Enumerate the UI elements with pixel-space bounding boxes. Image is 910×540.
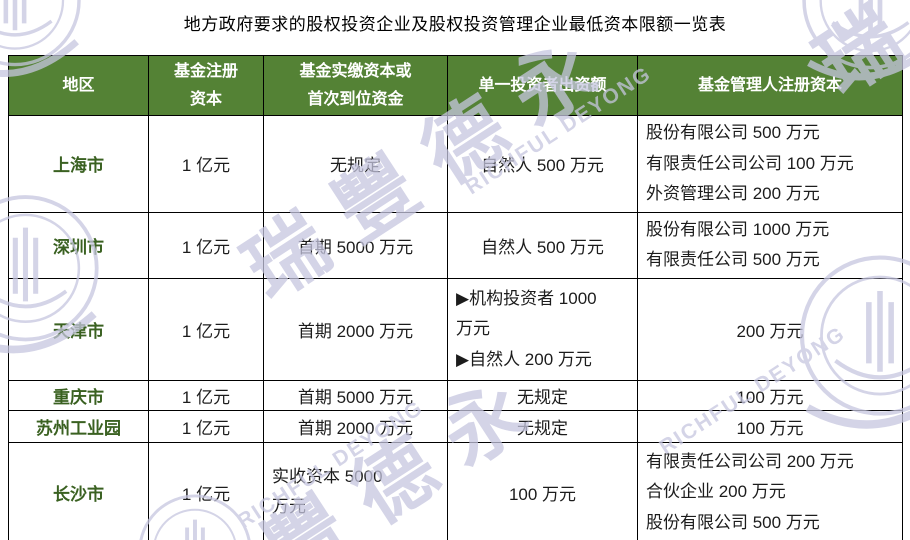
table-row-shenzhen: 深圳市 1 亿元 首期 5000 万元 自然人 500 万元 股份有限公司 10… [8, 211, 903, 279]
cell-region: 长沙市 [8, 441, 149, 540]
header-cell-registered-capital: 基金注册 资本 [148, 55, 264, 116]
cell-registered-capital: 1 亿元 [148, 211, 264, 279]
cell-single-investor: 100 万元 [447, 441, 638, 540]
header-row: 地区 基金注册 资本 基金实缴资本或 首次到位资金 单一投资者出资额 基金管理人注册… [8, 55, 903, 116]
cell-single-investor: 自然人 500 万元 [447, 115, 638, 213]
page-title: 地方政府要求的股权投资企业及股权投资管理企业最低资本限额一览表 [183, 15, 727, 34]
cell-registered-capital: 1 亿元 [148, 409, 264, 443]
cell-paid-in: 实收资本 5000 万元 [263, 441, 448, 540]
cell-manager-capital: 200 万元 [637, 277, 903, 381]
cell-manager-capital: 有限责任公司公司 200 万元 合伙企业 200 万元 股份有限公司 500 万… [637, 441, 903, 540]
cell-manager-capital: 股份有限公司 1000 万元 有限责任公司 500 万元 [637, 211, 903, 279]
cell-registered-capital: 1 亿元 [148, 277, 264, 381]
cell-region: 重庆市 [8, 379, 149, 411]
cell-manager-capital: 股份有限公司 500 万元 有限责任公司公司 100 万元 外资管理公司 200… [637, 115, 903, 213]
capital-requirements-table: 地区 基金注册 资本 基金实缴资本或 首次到位资金 单一投资者出资额 基金管理人注册… [8, 55, 903, 540]
cell-region: 苏州工业园 [8, 409, 149, 443]
table-row-changsha: 长沙市 1 亿元 实收资本 5000 万元 100 万元 有限责任公司公司 20… [8, 441, 903, 540]
cell-paid-in: 首期 2000 万元 [263, 409, 448, 443]
header-cell-region: 地区 [8, 55, 149, 116]
cell-manager-capital: 100 万元 [637, 379, 903, 411]
header-cell-manager-capital: 基金管理人注册资本 [637, 55, 903, 116]
cell-region: 天津市 [8, 277, 149, 381]
cell-paid-in: 首期 5000 万元 [263, 211, 448, 279]
table-row-suzhou-industrial-park: 苏州工业园 1 亿元 首期 2000 万元 无规定 100 万元 [8, 409, 903, 443]
cell-single-investor: 自然人 500 万元 [447, 211, 638, 279]
cell-single-investor: ▶机构投资者 1000 万元 ▶自然人 200 万元 [447, 277, 638, 381]
cell-single-investor: 无规定 [447, 409, 638, 443]
cell-region: 上海市 [8, 115, 149, 213]
table-row-tianjin: 天津市 1 亿元 首期 2000 万元 ▶机构投资者 1000 万元 ▶自然人 … [8, 277, 903, 381]
cell-single-investor: 无规定 [447, 379, 638, 411]
table-row-chongqing: 重庆市 1 亿元 首期 5000 万元 无规定 100 万元 [8, 379, 903, 411]
cell-registered-capital: 1 亿元 [148, 441, 264, 540]
header-cell-single-investor: 单一投资者出资额 [447, 55, 638, 116]
cell-paid-in: 首期 5000 万元 [263, 379, 448, 411]
header-cell-paid-in-capital: 基金实缴资本或 首次到位资金 [263, 55, 448, 116]
cell-registered-capital: 1 亿元 [148, 379, 264, 411]
cell-paid-in: 无规定 [263, 115, 448, 213]
table-row-shanghai: 上海市 1 亿元 无规定 自然人 500 万元 股份有限公司 500 万元 有限… [8, 115, 903, 213]
cell-manager-capital: 100 万元 [637, 409, 903, 443]
cell-registered-capital: 1 亿元 [148, 115, 264, 213]
cell-paid-in: 首期 2000 万元 [263, 277, 448, 381]
cell-region: 深圳市 [8, 211, 149, 279]
